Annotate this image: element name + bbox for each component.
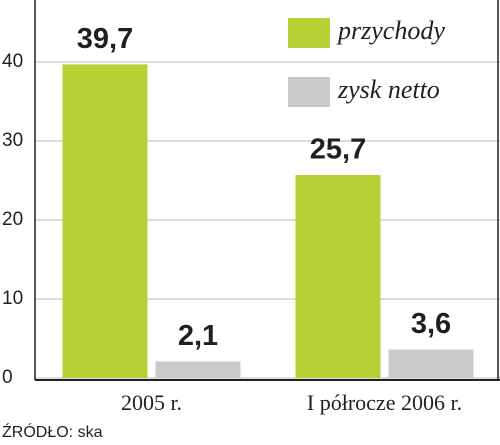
bar [388,349,474,378]
y-tick-label: 20 [2,209,23,230]
legend-swatch [288,18,330,48]
value-label: 39,7 [77,23,133,55]
y-tick-label: 40 [2,51,23,72]
bar [155,361,241,378]
legend-swatch [288,77,330,107]
bar [62,64,148,379]
y-tick-label: 0 [2,367,13,388]
bar [295,174,381,378]
x-tick-label: I półrocze 2006 r. [307,390,462,415]
legend-label: zysk netto [337,75,440,104]
source: ŹRÓDŁO: ska [2,422,103,441]
legend-label: przychody [336,16,445,45]
value-label: 2,1 [178,320,218,352]
value-label: 25,7 [310,134,366,166]
y-tick-label: 30 [2,130,23,151]
value-label: 3,6 [411,308,451,340]
x-tick-label: 2005 r. [121,390,182,415]
y-tick-label: 10 [2,288,23,309]
